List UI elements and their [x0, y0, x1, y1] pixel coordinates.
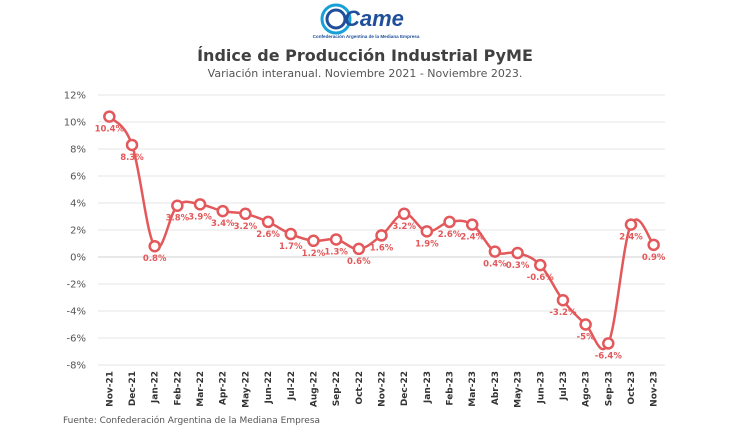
chart-subtitle: Variación interanual. Noviembre 2021 - N…	[207, 67, 523, 80]
data-label: 1.7%	[279, 242, 303, 252]
data-point	[488, 245, 502, 258]
data-point	[193, 198, 207, 211]
x-tick-label: Nov-21	[105, 371, 115, 407]
data-point	[624, 218, 638, 231]
data-label: 0.8%	[143, 254, 167, 264]
data-label: 0.3%	[506, 261, 530, 271]
y-tick-label: -4%	[67, 307, 86, 318]
y-tick-label: 10%	[64, 118, 86, 129]
data-label: 1.3%	[324, 247, 348, 257]
data-point	[284, 227, 298, 241]
x-tick-label: Aug-22	[309, 371, 319, 407]
data-point	[647, 238, 660, 252]
data-label: 3.8%	[166, 214, 190, 224]
data-label: -0.6%	[527, 273, 555, 283]
y-tick-label: 8%	[70, 145, 86, 156]
x-tick-label: Feb-22	[173, 371, 183, 406]
chart-title: Índice de Producción Industrial PyME	[197, 46, 533, 65]
data-label: 8.3%	[120, 153, 144, 163]
x-tick-label: Feb-23	[446, 371, 456, 406]
data-label: -3.2%	[549, 308, 577, 318]
data-point	[534, 258, 547, 272]
data-label: -6.4%	[595, 351, 623, 361]
data-point	[375, 229, 388, 242]
came-logo: Came	[320, 3, 404, 35]
data-label: 1.6%	[370, 243, 394, 253]
y-tick-label: 2%	[70, 226, 86, 237]
x-tick-label: Jan-23	[423, 371, 433, 404]
x-tick-label: Nov-23	[650, 371, 660, 407]
data-label: 0.9%	[642, 253, 666, 263]
x-tick-label: Jul-23	[559, 371, 569, 401]
data-point	[579, 318, 592, 331]
logo-tagline: Confederación Argentina de la Mediana Em…	[312, 34, 420, 39]
data-point	[511, 246, 524, 260]
data-point	[125, 138, 139, 152]
x-tick-label: Sep-22	[332, 371, 342, 406]
x-tick-label: Jan-22	[151, 371, 161, 404]
data-label: 0.4%	[483, 260, 507, 270]
data-label: 3.2%	[392, 222, 416, 232]
x-tick-label: Ago-23	[582, 371, 592, 407]
y-tick-label: 4%	[70, 199, 86, 210]
data-point	[171, 199, 184, 212]
x-tick-label: Mar-23	[468, 371, 478, 407]
data-point	[216, 204, 229, 218]
data-point	[397, 207, 411, 221]
y-tick-label: -2%	[67, 280, 86, 291]
x-tick-label: Mar-22	[196, 371, 206, 407]
source-note: Fuente: Confederación Argentina de la Me…	[63, 416, 321, 426]
x-tick-label: Dec-22	[400, 371, 410, 406]
data-label: -5%	[577, 333, 595, 343]
x-tick-label: Jun-22	[264, 371, 274, 404]
data-point	[103, 110, 116, 123]
data-label: 3.4%	[211, 219, 235, 229]
x-tick-label: Oct-22	[355, 371, 365, 405]
logo-wordmark: Came	[344, 6, 404, 31]
data-point	[420, 225, 434, 238]
x-tick-label: May-22	[241, 371, 251, 408]
data-point	[239, 207, 252, 221]
x-tick-label: Apr-22	[219, 371, 229, 405]
y-tick-label: -8%	[67, 361, 86, 372]
data-point	[556, 293, 570, 307]
data-point	[148, 239, 161, 253]
x-tick-label: Sep-23	[604, 371, 614, 406]
data-point	[329, 233, 343, 246]
data-point	[602, 337, 615, 350]
data-point	[261, 215, 275, 229]
x-tick-label: Jul-22	[287, 371, 297, 401]
data-label: 3.9%	[188, 212, 212, 222]
x-tick-label: Jun-23	[536, 371, 546, 404]
x-tick-label: Abr-23	[491, 371, 501, 405]
y-tick-label: 6%	[70, 172, 86, 183]
data-point	[352, 242, 366, 256]
data-label: 1.9%	[415, 239, 439, 249]
data-label: 10.4%	[95, 125, 125, 135]
x-tick-label: May-23	[514, 371, 524, 408]
data-point	[443, 215, 456, 229]
data-label: 2.4%	[619, 233, 643, 243]
y-tick-label: 12%	[64, 91, 86, 102]
data-label: 3.2%	[234, 222, 258, 232]
data-point	[465, 218, 479, 231]
y-tick-label: 0%	[70, 253, 86, 264]
data-label: 0.6%	[347, 257, 371, 267]
x-tick-label: Oct-23	[627, 371, 637, 405]
data-label: 2.6%	[256, 230, 280, 240]
data-label: 2.4%	[460, 233, 484, 243]
data-point	[307, 234, 320, 248]
x-tick-label: Nov-22	[378, 371, 388, 407]
y-tick-label: -6%	[67, 334, 86, 345]
data-label: 1.2%	[302, 249, 326, 259]
data-label: 2.6%	[438, 230, 462, 240]
x-tick-label: Dec-21	[128, 371, 138, 406]
